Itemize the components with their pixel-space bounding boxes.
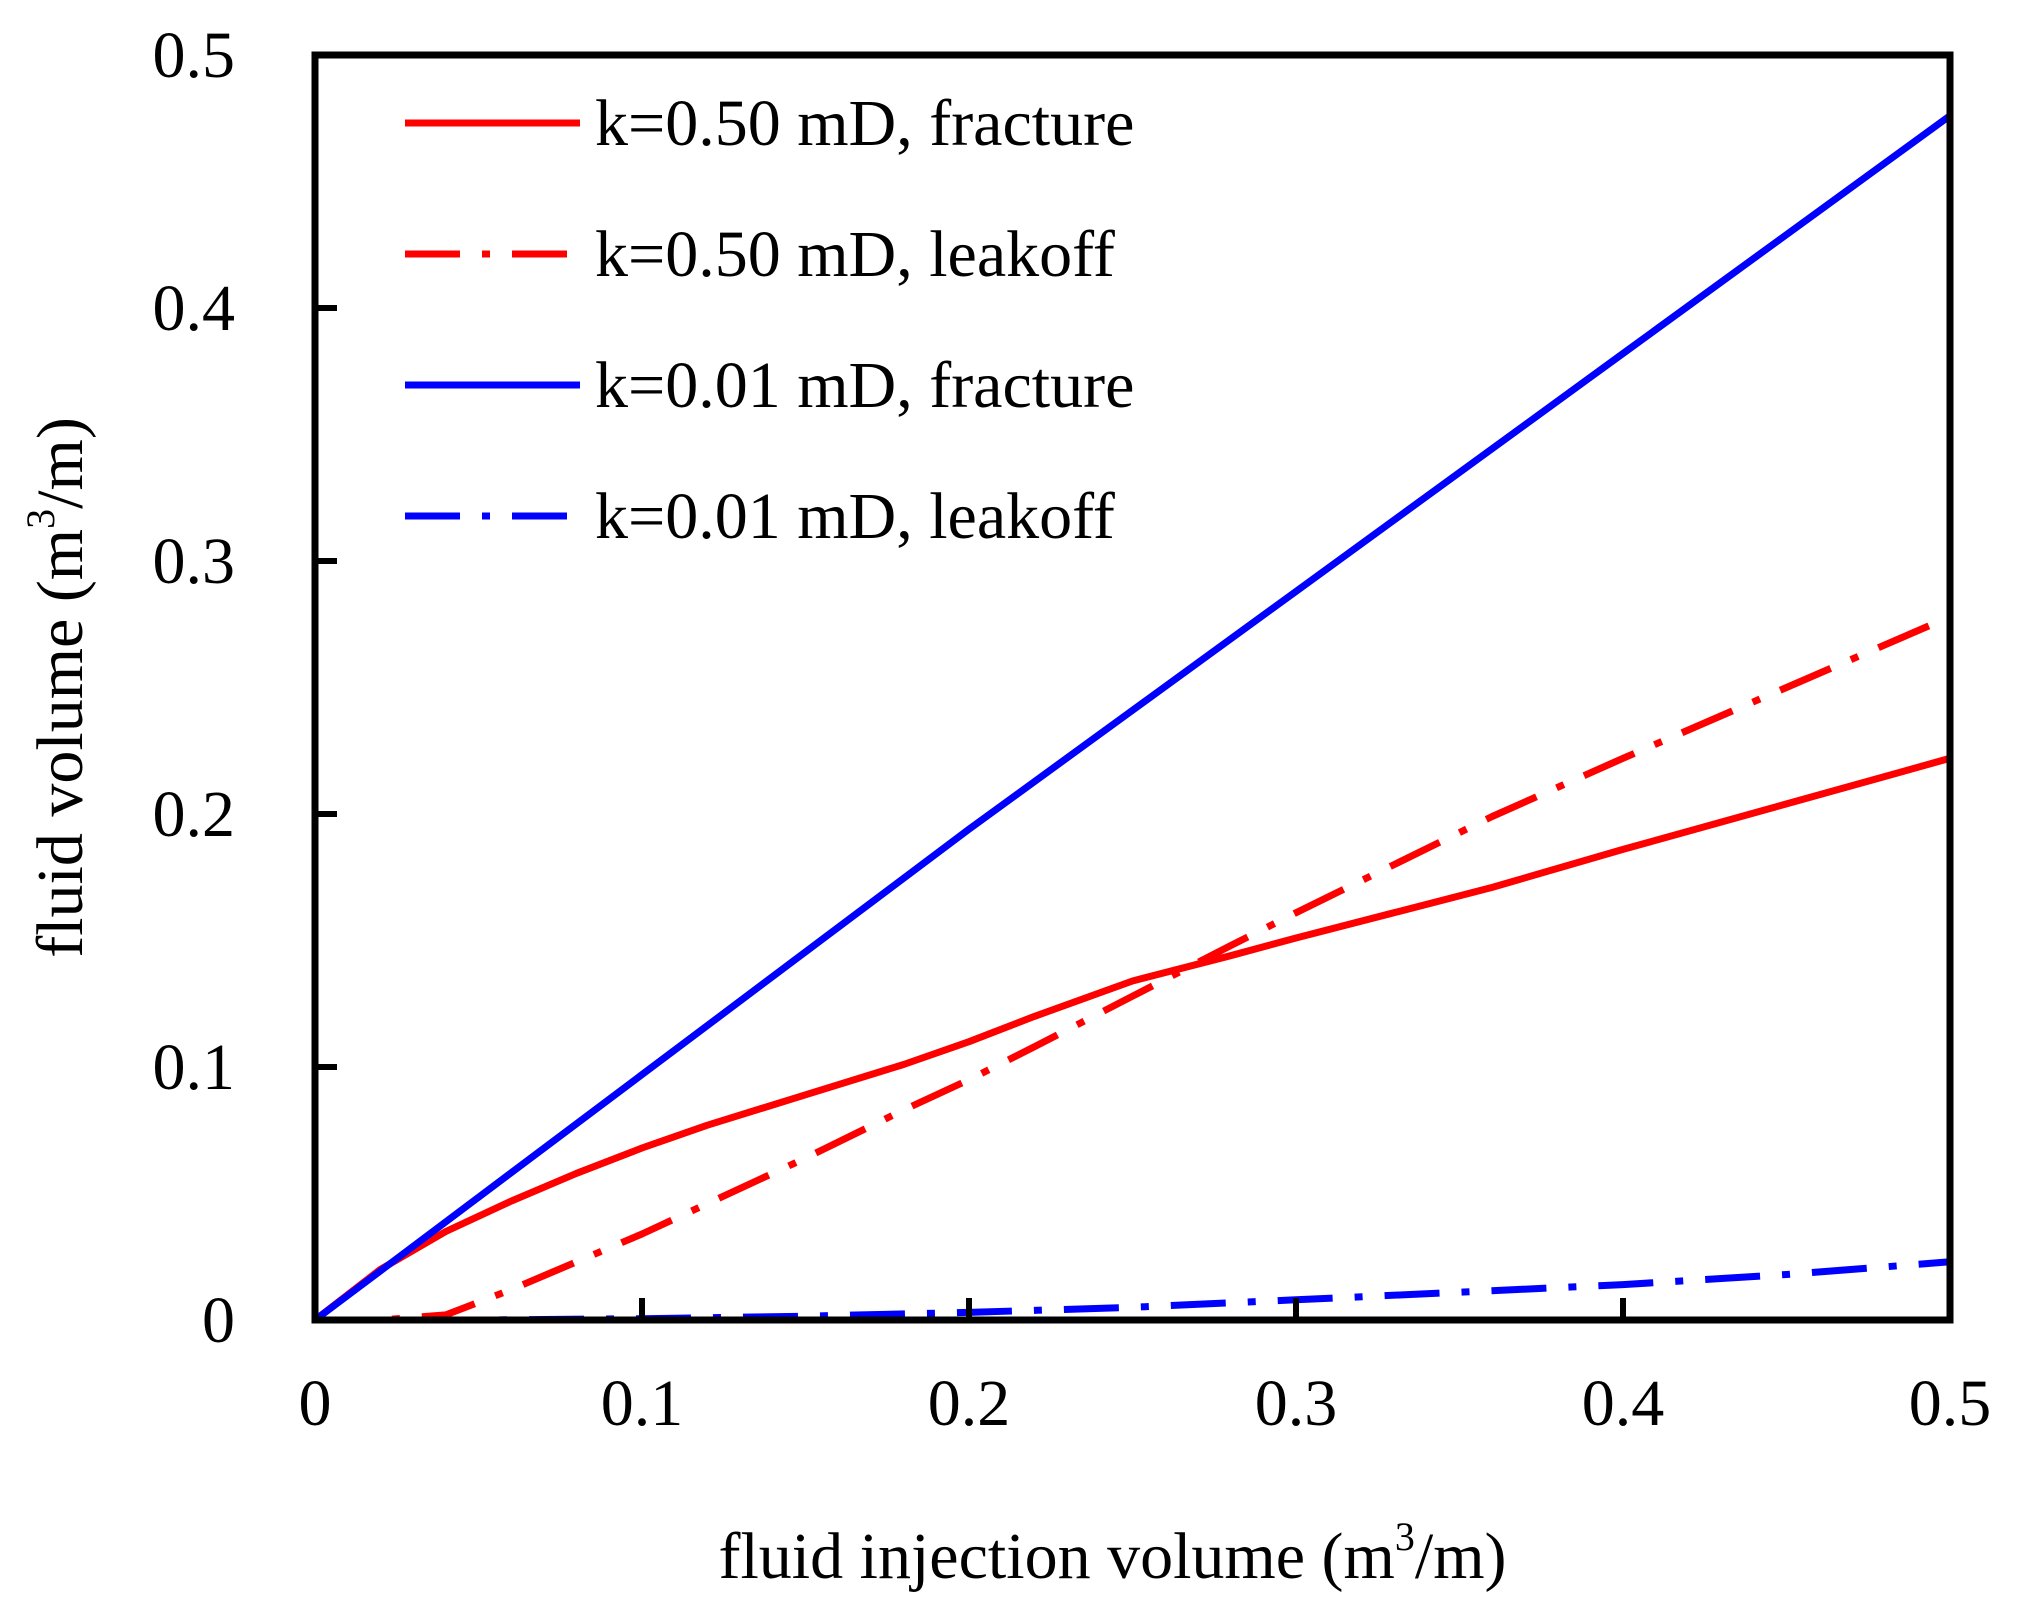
x-tick-label: 0.5 — [1909, 1367, 1992, 1440]
plot-frame — [311, 51, 1954, 1324]
y-tick-label: 0.2 — [153, 778, 236, 851]
y-tick-label: 0.3 — [153, 525, 236, 598]
y-axis-label: fluid volume (m3/m) — [18, 417, 97, 958]
series-line-2 — [315, 613, 1952, 1324]
x-tick-label: 0.4 — [1582, 1367, 1665, 1440]
y-tick-label: 0.4 — [153, 272, 236, 345]
y-tick-label: 0.5 — [153, 19, 236, 92]
legend-label-4: k=0.01 mD, leakoff — [595, 480, 1115, 553]
x-tick-label: 0.1 — [601, 1367, 684, 1440]
series-layer — [312, 112, 1953, 1324]
series-line-1 — [312, 754, 1951, 1323]
series-line-3 — [312, 112, 1953, 1323]
legend-label-3: k=0.01 mD, fracture — [595, 349, 1134, 422]
x-tick-label: 0 — [299, 1367, 332, 1440]
x-tick-label: 0.3 — [1255, 1367, 1338, 1440]
y-tick-label: 0 — [202, 1284, 235, 1357]
legend: k=0.50 mD, fracture k=0.50 mD, leakoff k=0… — [405, 87, 1134, 553]
x-axis-label: fluid injection volume (m3/m) — [718, 1514, 1506, 1593]
ticks-layer: 0 0.1 0.2 0.3 0.4 0.5 0 0.1 0.2 0.3 0.4 0.5 — [153, 19, 1992, 1440]
legend-label-1: k=0.50 mD, fracture — [595, 87, 1134, 160]
y-tick-label: 0.1 — [153, 1031, 236, 1104]
legend-label-2: k=0.50 mD, leakoff — [595, 218, 1115, 291]
x-tick-label: 0.2 — [928, 1367, 1011, 1440]
series-line-4 — [315, 1258, 1951, 1324]
